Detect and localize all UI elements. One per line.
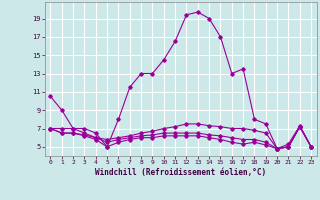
X-axis label: Windchill (Refroidissement éolien,°C): Windchill (Refroidissement éolien,°C) [95,168,266,177]
